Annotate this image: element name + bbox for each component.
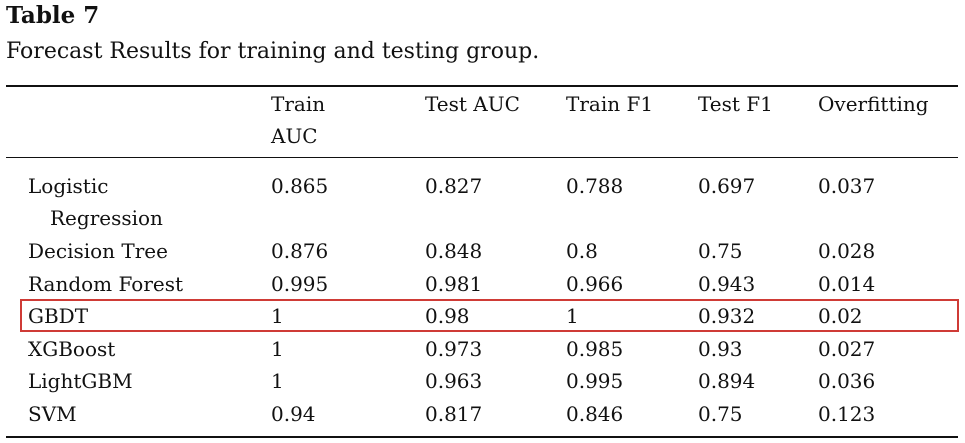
- table-row: Random Forest 0.995 0.981 0.966 0.943 0.…: [0, 268, 965, 301]
- table-row: Decision Tree 0.876 0.848 0.8 0.75 0.028: [0, 235, 965, 268]
- test-auc-cell: 0.963: [425, 369, 483, 393]
- model-name-continuation: Regression: [50, 206, 163, 230]
- train-auc-cell: 1: [271, 369, 284, 393]
- train-f1-cell: 1: [566, 304, 579, 328]
- train-f1-cell: 0.985: [566, 336, 624, 361]
- train-f1-cell: 0.8: [566, 239, 598, 263]
- table-row: LightGBM 1 0.963 0.995 0.894 0.036: [0, 365, 965, 398]
- train-auc-cell: 1: [271, 336, 284, 361]
- table-row-highlighted: GBDT 1 0.98 1 0.932 0.02: [0, 300, 965, 333]
- table-row: XGBoost 1 0.973 0.985 0.93 0.027: [0, 333, 965, 366]
- overfitting-cell: 0.02: [818, 304, 863, 328]
- test-auc-cell: 0.981: [425, 271, 483, 296]
- table-body: Logistic Regression 0.865 0.827 0.788 0.…: [0, 170, 965, 430]
- model-name-line: Logistic: [28, 174, 109, 198]
- test-f1-cell: 0.932: [698, 304, 756, 328]
- train-auc-cell: 1: [271, 304, 284, 328]
- test-f1-cell: 0.894: [698, 369, 756, 393]
- overfitting-cell: 0.036: [818, 369, 876, 393]
- model-name-cell: SVM: [28, 401, 77, 426]
- train-f1-cell: 0.846: [566, 401, 624, 426]
- table-bottom-rule: [6, 436, 958, 438]
- overfitting-cell: 0.028: [818, 239, 876, 263]
- model-name-cell: LightGBM: [28, 369, 133, 393]
- test-f1-cell: 0.75: [698, 401, 743, 426]
- train-f1-cell: 0.995: [566, 369, 624, 393]
- test-f1-cell: 0.943: [698, 271, 756, 296]
- test-f1-cell: 0.697: [698, 174, 756, 198]
- overfitting-cell: 0.027: [818, 336, 876, 361]
- table-row: SVM 0.94 0.817 0.846 0.75 0.123: [0, 398, 965, 431]
- header-cell-train-f1: Train F1: [566, 92, 654, 116]
- train-auc-cell: 0.865: [271, 174, 329, 198]
- test-auc-cell: 0.973: [425, 336, 483, 361]
- table-row: Logistic Regression 0.865 0.827 0.788 0.…: [0, 170, 965, 235]
- test-f1-cell: 0.75: [698, 239, 743, 263]
- test-auc-cell: 0.827: [425, 174, 483, 198]
- test-auc-cell: 0.848: [425, 239, 483, 263]
- train-auc-cell: 0.94: [271, 401, 316, 426]
- table-header-row: Train AUC Test AUC Train F1 Test F1 Over…: [0, 88, 965, 156]
- table-caption: Forecast Results for training and testin…: [6, 39, 540, 64]
- model-name-cell: Random Forest: [28, 271, 184, 296]
- overfitting-cell: 0.123: [818, 401, 876, 426]
- train-f1-cell: 0.966: [566, 271, 624, 296]
- test-auc-cell: 0.817: [425, 401, 483, 426]
- gbdt-highlight-box: [20, 299, 959, 332]
- model-name-cell: GBDT: [28, 304, 89, 328]
- header-cell-overfitting: Overfitting: [818, 92, 929, 116]
- overfitting-cell: 0.014: [818, 271, 876, 296]
- header-cell-test-auc: Test AUC: [425, 92, 520, 116]
- test-auc-cell: 0.98: [425, 304, 470, 328]
- train-auc-cell: 0.995: [271, 271, 329, 296]
- train-auc-cell: 0.876: [271, 239, 329, 263]
- table-header-rule: [6, 157, 958, 158]
- header-cell-test-f1: Test F1: [698, 92, 773, 116]
- model-name-cell: Logistic Regression: [28, 170, 163, 234]
- header-cell-train-auc: Train AUC: [271, 92, 326, 148]
- overfitting-cell: 0.037: [818, 174, 876, 198]
- train-f1-cell: 0.788: [566, 174, 624, 198]
- model-name-cell: XGBoost: [28, 336, 116, 361]
- table-title: Table 7: [6, 2, 100, 29]
- table-top-rule: [6, 85, 958, 87]
- model-name-cell: Decision Tree: [28, 239, 168, 263]
- test-f1-cell: 0.93: [698, 336, 743, 361]
